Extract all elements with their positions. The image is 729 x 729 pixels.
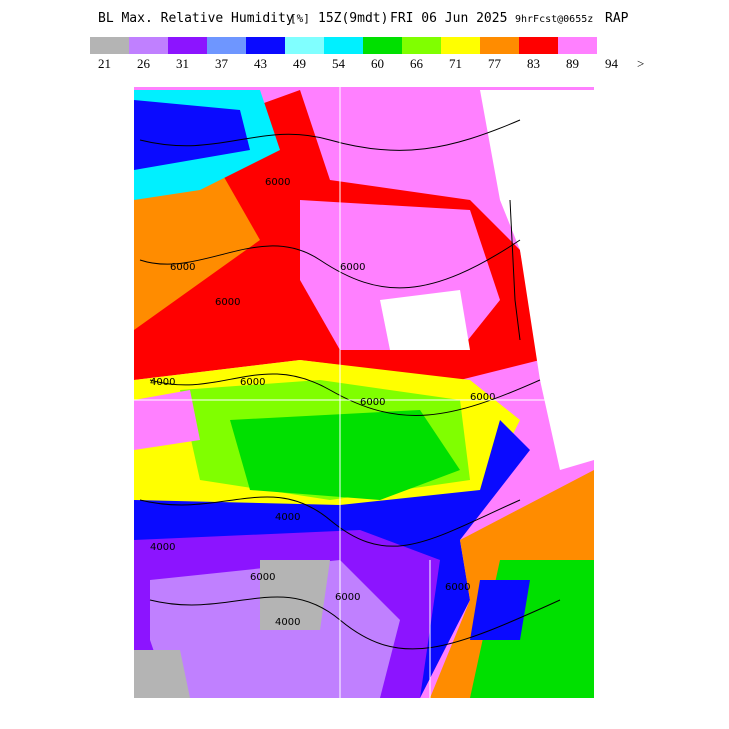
legend-label: > [637,56,644,71]
contour-label: 6000 [445,582,470,593]
contour-label: 6000 [360,397,385,408]
contour-label: 6000 [470,392,495,403]
contour-label: 4000 [150,377,175,388]
legend-label: 21 [98,56,111,71]
legend-label: 77 [488,56,502,71]
legend-label: 49 [293,56,306,71]
map-area [134,87,594,698]
legend-label: 60 [371,56,384,71]
legend-swatch [363,37,402,54]
contour-label: 4000 [150,542,175,553]
contour-label: 6000 [335,592,360,603]
legend-label: 94 [605,56,619,71]
model: RAP [605,11,629,26]
legend-swatch [558,37,597,54]
legend-label: 66 [410,56,424,71]
contour-label: 6000 [265,177,290,188]
legend-label: 71 [449,56,462,71]
contour-label: 6000 [240,377,265,388]
legend-label: 43 [254,56,267,71]
legend-swatch [519,37,558,54]
forecast: 9hrFcst@0655z [515,14,593,25]
legend-swatch [168,37,207,54]
legend-swatch [90,37,129,54]
legend-label: 89 [566,56,579,71]
legend-label: 54 [332,56,346,71]
legend-label: 31 [176,56,189,71]
contour-label: 4000 [275,512,300,523]
legend-swatch [441,37,480,54]
legend-swatch [246,37,285,54]
contour-label: 4000 [275,617,300,628]
contour-label: 6000 [250,572,275,583]
contour-label: 6000 [215,297,240,308]
contour-label: 6000 [170,262,195,273]
legend-swatch [402,37,441,54]
contour-labels: 6000 6000 6000 6000 4000 6000 6000 6000 4000 4000… [150,177,495,628]
contour-label: 6000 [340,262,365,273]
legend-swatch [480,37,519,54]
unit: [%] [290,12,310,25]
legend-swatch [129,37,168,54]
legend-swatch [207,37,246,54]
legend-swatch [285,37,324,54]
date: FRI 06 Jun 2025 [390,11,507,26]
color-legend: 21 26 31 37 43 49 54 60 66 71 77 83 89 94 > [90,37,644,71]
legend-label: 26 [137,56,151,71]
time: 15Z(9mdt) [318,11,388,26]
legend-swatch [324,37,363,54]
legend-label: 37 [215,56,229,71]
title: BL Max. Relative Humidity [98,11,294,26]
legend-label: 83 [527,56,540,71]
